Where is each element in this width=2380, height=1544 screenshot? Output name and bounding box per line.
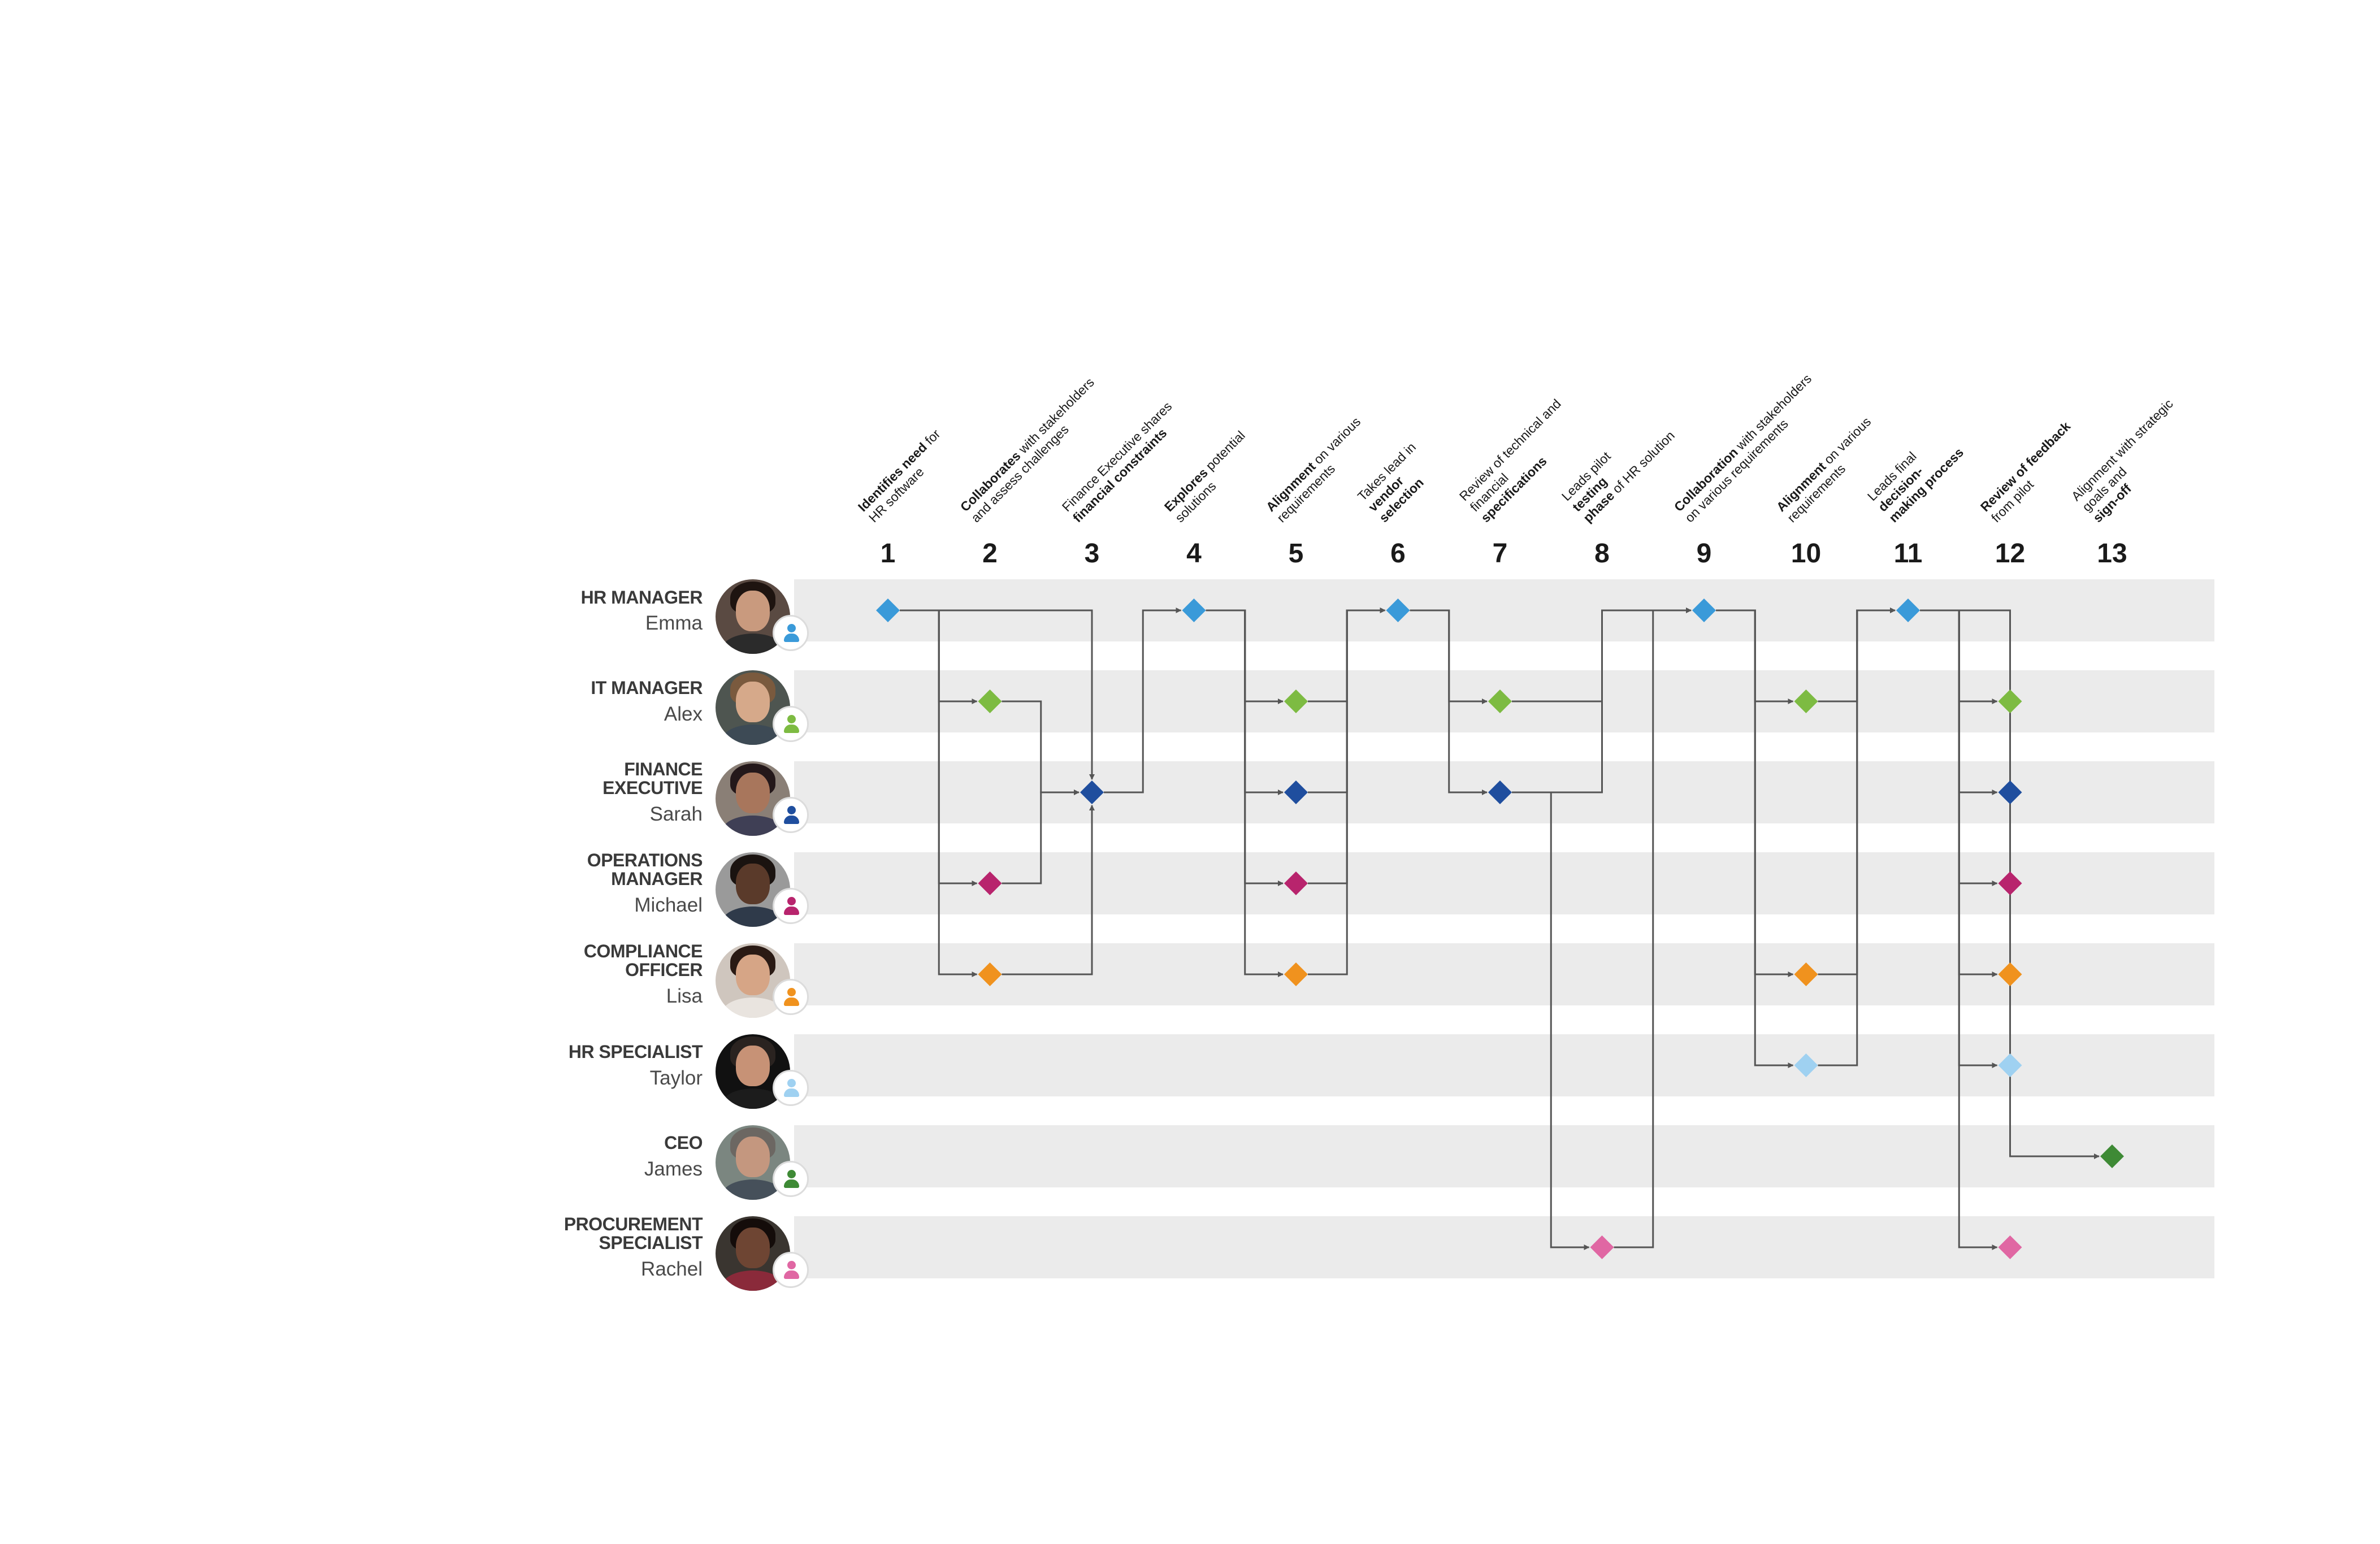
connector-arrow bbox=[1206, 609, 1284, 977]
connector-arrow bbox=[1818, 608, 1896, 1066]
role-label: FINANCE EXECUTIVE bbox=[602, 759, 703, 798]
step-number: 7 bbox=[1492, 539, 1508, 569]
step-node-diamond bbox=[1794, 962, 1818, 986]
step-node-diamond bbox=[978, 962, 1002, 986]
user-icon bbox=[773, 706, 809, 742]
connector-arrow bbox=[1512, 791, 1590, 1250]
step-node-diamond bbox=[1488, 780, 1512, 804]
role-label: CEO bbox=[664, 1133, 703, 1153]
person-name: Alex bbox=[664, 703, 703, 725]
step-node-diamond bbox=[2100, 1144, 2124, 1168]
user-icon bbox=[773, 1070, 809, 1106]
step-node-diamond bbox=[1998, 1053, 2022, 1077]
step-node-diamond bbox=[1284, 962, 1308, 986]
step-number: 6 bbox=[1390, 539, 1406, 569]
step-number: 13 bbox=[2097, 539, 2127, 569]
step-node-diamond bbox=[1998, 871, 2022, 895]
connector-arrow bbox=[1104, 608, 1182, 793]
step-node-diamond bbox=[978, 871, 1002, 895]
connector-arrow bbox=[900, 609, 1095, 780]
connector-arrow bbox=[1920, 609, 1998, 1250]
role-label: OPERATIONS MANAGER bbox=[587, 850, 703, 889]
step-number: 1 bbox=[880, 539, 896, 569]
step-number: 12 bbox=[1995, 539, 2026, 569]
step-node-diamond bbox=[1488, 689, 1512, 713]
step-node-diamond bbox=[1794, 689, 1818, 713]
user-icon bbox=[773, 888, 809, 924]
user-icon bbox=[773, 615, 809, 651]
step-node-diamond bbox=[1998, 780, 2022, 804]
person-name: Taylor bbox=[649, 1067, 703, 1089]
avatar bbox=[716, 943, 790, 1018]
lane-ceo bbox=[794, 1125, 2214, 1187]
connector-arrow bbox=[1002, 790, 1080, 884]
step-node-diamond bbox=[1590, 1235, 1614, 1259]
connector-arrow bbox=[1002, 700, 1080, 795]
step-node-diamond bbox=[1998, 689, 2022, 713]
person-name: Rachel bbox=[641, 1258, 703, 1280]
step-node-diamond bbox=[1998, 962, 2022, 986]
step-node-diamond bbox=[876, 598, 900, 622]
step-number: 9 bbox=[1696, 539, 1712, 569]
step-node-diamond bbox=[978, 689, 1002, 713]
step-node-diamond bbox=[1998, 1235, 2022, 1259]
role-label: PROCUREMENT SPECIALIST bbox=[563, 1214, 703, 1253]
person-name: Sarah bbox=[649, 803, 703, 825]
step-node-diamond bbox=[1386, 598, 1410, 622]
step-node-diamond bbox=[1692, 598, 1716, 622]
connector-arrow bbox=[1410, 609, 1488, 795]
step-node-diamond bbox=[1284, 689, 1308, 713]
user-icon bbox=[773, 1252, 809, 1288]
step-number: 10 bbox=[1791, 539, 1822, 569]
connector-arrow bbox=[1614, 608, 1692, 1248]
step-number: 8 bbox=[1594, 539, 1610, 569]
user-icon bbox=[773, 797, 809, 833]
role-label: HR MANAGER bbox=[580, 587, 703, 608]
step-node-diamond bbox=[1284, 780, 1308, 804]
user-icon bbox=[773, 979, 809, 1015]
role-label: HR SPECIALIST bbox=[568, 1042, 703, 1062]
person-name: Emma bbox=[645, 612, 703, 634]
connector-arrow bbox=[900, 609, 978, 977]
step-number: 5 bbox=[1288, 539, 1304, 569]
step-number: 11 bbox=[1893, 539, 1923, 569]
connector-arrow bbox=[1716, 609, 1794, 1068]
role-label: COMPLIANCE OFFICER bbox=[583, 941, 703, 980]
avatar bbox=[716, 670, 790, 745]
person-name: Michael bbox=[634, 894, 703, 916]
step-node-diamond bbox=[1794, 1053, 1818, 1077]
connector-arrow bbox=[1002, 805, 1095, 975]
step-number: 3 bbox=[1084, 539, 1100, 569]
role-label: IT MANAGER bbox=[591, 678, 703, 698]
step-node-diamond bbox=[1182, 598, 1206, 622]
user-icon bbox=[773, 1161, 809, 1197]
step-node-diamond bbox=[1896, 598, 1920, 622]
person-name: James bbox=[644, 1158, 703, 1180]
avatar bbox=[716, 1034, 790, 1109]
connector-arrow bbox=[1512, 608, 1692, 793]
person-name: Lisa bbox=[666, 985, 703, 1007]
step-node-diamond bbox=[1080, 780, 1104, 804]
step-number: 4 bbox=[1186, 539, 1202, 569]
step-number: 2 bbox=[982, 539, 998, 569]
connector-arrow bbox=[1308, 608, 1386, 975]
step-node-diamond bbox=[1284, 871, 1308, 895]
